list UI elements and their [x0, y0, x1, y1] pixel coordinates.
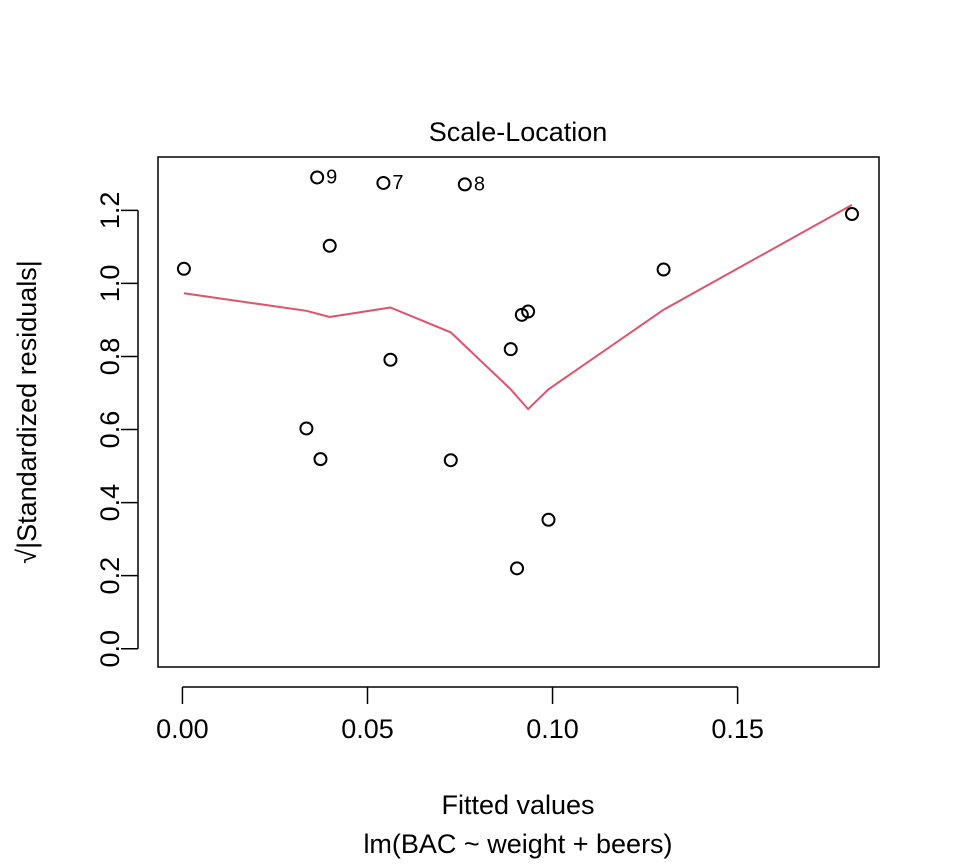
smooth-line	[183, 204, 853, 411]
data-point	[310, 170, 325, 185]
y-tick-label: 1.0	[95, 265, 125, 303]
data-point	[521, 304, 536, 319]
data-point	[376, 175, 391, 190]
x-tick-label: 0.05	[341, 714, 394, 744]
y-tick-label: 0.6	[95, 411, 125, 449]
chart-title: Scale-Location	[429, 117, 608, 147]
y-tick-label: 0.2	[95, 557, 125, 595]
model-formula-label: lm(BAC ~ weight + beers)	[363, 829, 672, 859]
point-label: 7	[392, 172, 403, 194]
data-point	[322, 238, 337, 253]
plot-frame	[157, 156, 880, 668]
y-tick-label: 0.0	[95, 630, 125, 668]
x-axis: 0.00 0.05 0.10 0.15	[156, 686, 764, 744]
y-tick-label: 0.8	[95, 338, 125, 376]
x-tick-label: 0.00	[156, 714, 209, 744]
y-axis: 0.0 0.2 0.4 0.6 0.8 1.0 1.2	[95, 192, 139, 668]
point-label: 8	[474, 173, 485, 195]
x-axis-label: Fitted values	[441, 790, 594, 820]
data-point	[299, 421, 314, 436]
y-axis-label: √|Standardized residuals|	[12, 260, 42, 564]
data-point	[510, 561, 525, 576]
data-point	[656, 262, 671, 277]
points-layer: 9 7 8	[176, 166, 859, 576]
data-point	[313, 452, 328, 467]
data-point	[383, 352, 398, 367]
data-point	[457, 177, 472, 192]
point-label: 9	[326, 166, 337, 188]
data-point	[443, 453, 458, 468]
y-tick-label: 1.2	[95, 192, 125, 230]
x-tick-label: 0.10	[526, 714, 579, 744]
data-point	[503, 342, 518, 357]
data-point	[541, 512, 556, 527]
y-tick-label: 0.4	[95, 484, 125, 522]
x-tick-label: 0.15	[711, 714, 764, 744]
data-point	[176, 261, 191, 276]
smooth-layer	[183, 204, 853, 411]
data-point	[844, 206, 859, 221]
